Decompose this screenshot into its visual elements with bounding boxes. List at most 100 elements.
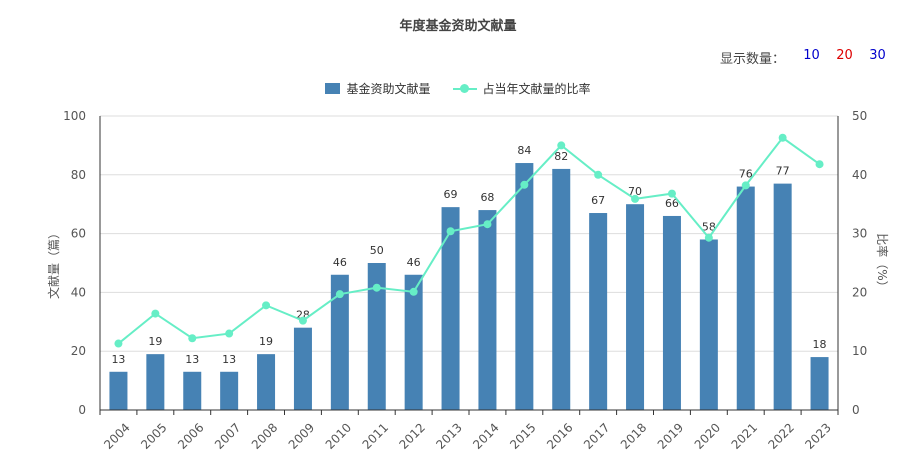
y2-axis-title: 比率（%） (875, 233, 890, 292)
y2-tick-label: 0 (852, 403, 860, 417)
line-point (262, 301, 271, 310)
display-count-option-20[interactable]: 20 (836, 48, 853, 63)
x-tick-label: 2017 (581, 420, 612, 451)
x-tick-label: 2012 (396, 420, 427, 451)
x-tick-label: 2020 (692, 420, 723, 451)
bar (626, 204, 645, 410)
bar (293, 327, 312, 410)
line-point (815, 160, 824, 169)
bar (404, 274, 423, 410)
bar-data-label: 69 (444, 188, 458, 201)
bar-data-label: 76 (739, 168, 753, 181)
bar (220, 371, 239, 410)
axes (99, 116, 839, 411)
y-tick-label: 100 (63, 109, 86, 123)
legend-bar-label: 基金资助文献量 (346, 82, 431, 96)
bar (109, 371, 128, 410)
y-tick-label: 40 (71, 285, 86, 299)
bar-data-label: 46 (333, 256, 347, 269)
bar-data-label: 46 (407, 256, 421, 269)
line-point (741, 181, 750, 190)
bar (552, 168, 571, 410)
line-point (225, 329, 234, 338)
series-line (117, 136, 821, 345)
bar-data-label: 13 (222, 353, 236, 366)
legend-item-line[interactable]: 占当年文献量的比率 (452, 80, 591, 97)
y2-tick-label: 20 (852, 285, 867, 299)
y-axis-title: 文献量（篇） (46, 227, 61, 299)
line-point (704, 233, 713, 242)
y2-tick-label: 30 (852, 227, 867, 241)
y2-tick-label: 40 (852, 168, 867, 182)
bar-data-label: 70 (628, 185, 642, 198)
x-tick-label: 2008 (249, 420, 280, 451)
bar-data-label: 84 (517, 144, 531, 157)
bar (773, 183, 792, 410)
display-count-selector: 显示数量： 10 20 30 (720, 48, 894, 67)
x-tick-label: 2016 (544, 420, 575, 451)
y2-axis-ticks: 0 10 20 30 40 50 (852, 109, 867, 417)
display-count-option-30[interactable]: 30 (869, 48, 886, 63)
bar-data-label: 19 (148, 335, 162, 348)
line-point (778, 133, 787, 142)
bar-data-label: 58 (702, 220, 716, 233)
line-point (335, 290, 344, 299)
bar (515, 163, 534, 410)
bar-data-label: 77 (776, 165, 790, 178)
line-point (631, 194, 640, 203)
display-count-option-10[interactable]: 10 (803, 48, 820, 63)
bar (736, 186, 755, 410)
bar (662, 215, 681, 410)
y-tick-label: 60 (71, 227, 86, 241)
x-axis-ticks: 2004 2005 2006 2007 2008 2009 2010 2011 2012 2013… (99, 410, 839, 452)
x-tick-label: 2013 (433, 420, 464, 451)
x-tick-label: 2023 (802, 420, 833, 451)
bar (257, 354, 276, 410)
x-tick-label: 2014 (470, 420, 501, 451)
bar-data-label: 67 (591, 194, 605, 207)
line-point (557, 141, 566, 150)
x-tick-label: 2021 (729, 420, 760, 451)
chart-legend: 基金资助文献量 占当年文献量的比率 (0, 80, 916, 97)
line-point (667, 189, 676, 198)
bar-data-label: 82 (554, 150, 568, 163)
legend-item-bar[interactable]: 基金资助文献量 (325, 80, 431, 97)
y2-tick-label: 50 (852, 109, 867, 123)
bar-data-label: 19 (259, 335, 273, 348)
bar (589, 213, 608, 410)
y-tick-label: 20 (71, 344, 86, 358)
line-point (151, 309, 160, 318)
bar (810, 357, 829, 410)
x-tick-label: 2022 (765, 420, 796, 451)
x-tick-label: 2007 (212, 420, 243, 451)
bar-data-label: 66 (665, 197, 679, 210)
line-series (114, 133, 824, 348)
legend-bar-swatch (325, 83, 341, 94)
bar (146, 354, 165, 410)
display-count-label: 显示数量： (719, 52, 785, 67)
x-tick-label: 2015 (507, 420, 538, 451)
bar (183, 371, 202, 410)
bar-data-label: 18 (813, 338, 827, 351)
grid-lines (100, 115, 838, 352)
legend-line-swatch (452, 83, 477, 94)
bar (441, 207, 460, 410)
line-point (188, 334, 197, 343)
x-tick-label: 2006 (175, 420, 206, 451)
x-tick-label: 2005 (138, 420, 169, 451)
x-tick-label: 2011 (360, 420, 391, 451)
y-tick-label: 80 (71, 168, 86, 182)
bar (367, 263, 386, 410)
y-axis-ticks: 0 20 40 60 80 100 (63, 109, 86, 417)
chart-title: 年度基金资助文献量 (399, 19, 517, 34)
bar-data-label: 50 (370, 244, 384, 257)
line-point (114, 339, 123, 348)
line-point (372, 283, 381, 292)
line-point (483, 220, 492, 229)
legend-line-label: 占当年文献量的比率 (482, 82, 591, 96)
x-tick-label: 2019 (655, 420, 686, 451)
x-tick-label: 2004 (101, 420, 132, 451)
bar-data-label: 13 (185, 353, 199, 366)
